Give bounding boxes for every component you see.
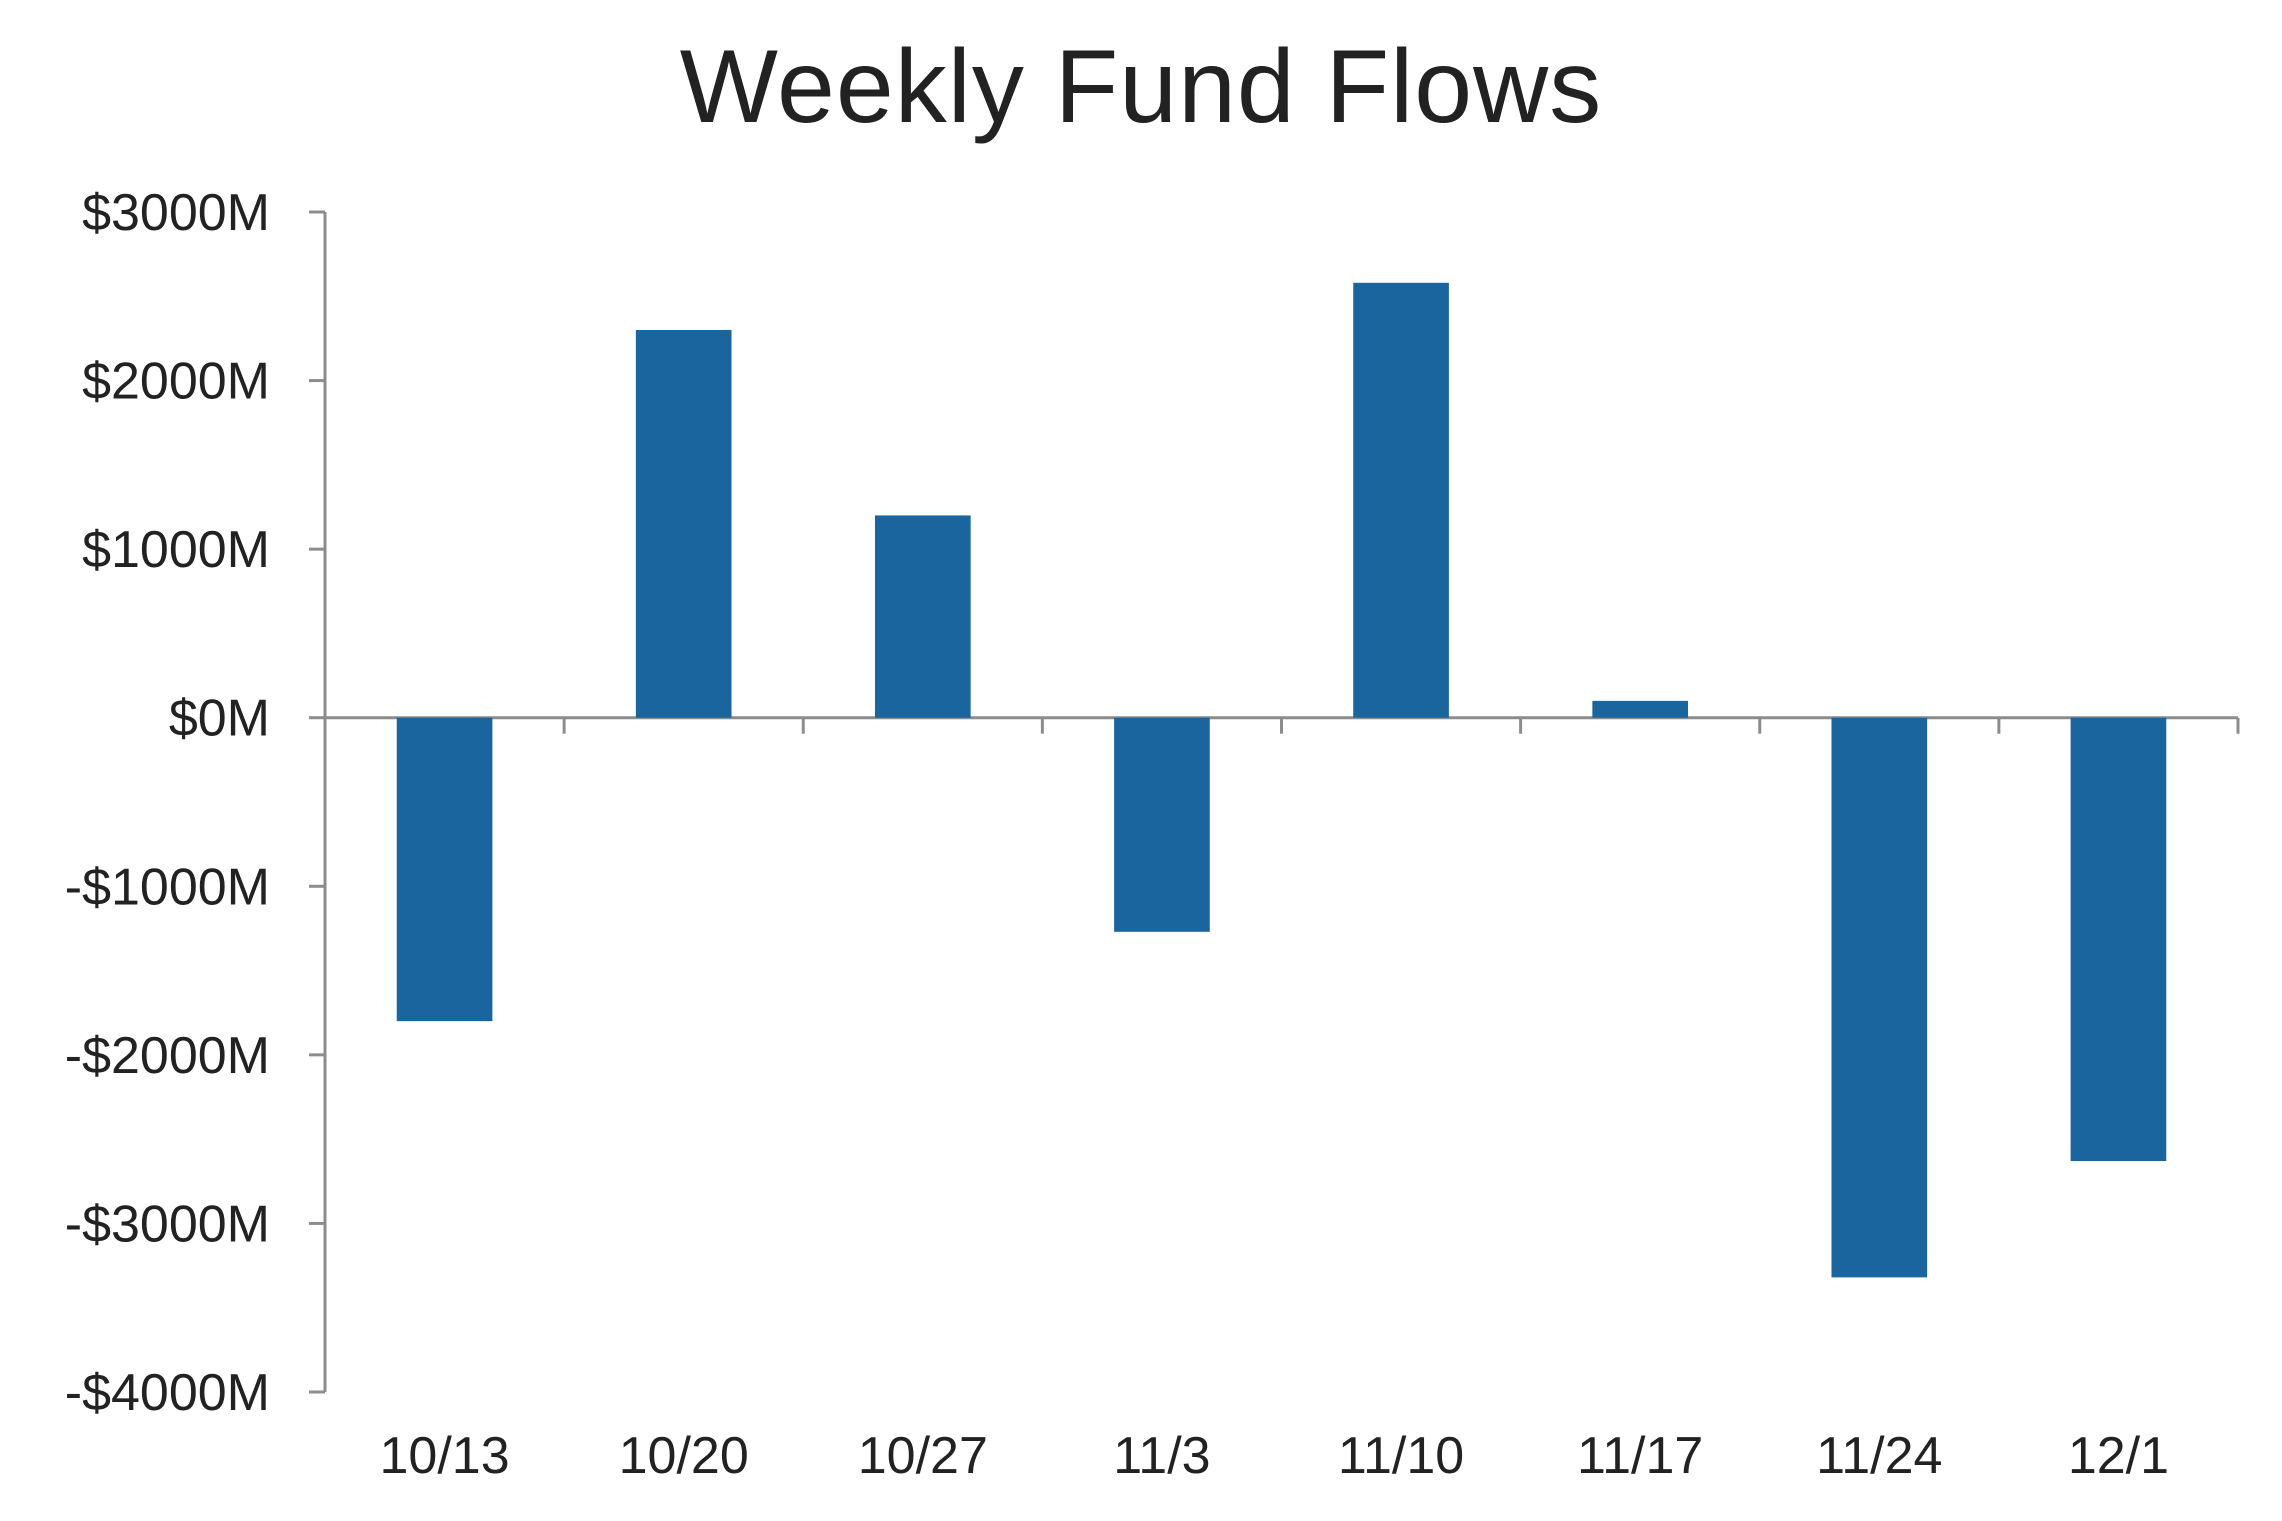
bar-12-1: [2070, 717, 2167, 1162]
x-tick-label: 11/10: [1338, 1427, 1464, 1485]
bars: [396, 282, 2167, 1278]
labels: $3000M $2000M $1000M $0M -$1000M -$2000M -$300…: [65, 184, 2169, 1485]
bar-11-17: [1592, 700, 1689, 718]
bar-10-20: [635, 330, 732, 718]
y-tick-label: $2000M: [82, 353, 270, 411]
chart-title: Weekly Fund Flows: [679, 29, 1603, 145]
axes: [309, 210, 2240, 1394]
x-tick-label: 11/24: [1816, 1427, 1942, 1485]
bar-11-3: [1114, 717, 1210, 932]
y-tick-label: -$3000M: [65, 1195, 270, 1253]
x-tick-label: 11/3: [1113, 1427, 1210, 1485]
y-tick-label: $3000M: [82, 184, 270, 242]
x-tick-label: 10/27: [858, 1427, 988, 1485]
x-tick-label: 10/13: [379, 1427, 509, 1485]
y-tick-label: -$2000M: [65, 1027, 270, 1085]
bar-11-24: [1831, 717, 1928, 1278]
x-tick-label: 10/20: [619, 1427, 749, 1485]
x-tick-label: 11/17: [1577, 1427, 1703, 1485]
y-tick-label: $0M: [169, 690, 270, 748]
bar-10-27: [874, 515, 971, 718]
bar-10-13: [396, 717, 493, 1022]
x-tick-label: 12/1: [2068, 1427, 2169, 1485]
y-tick-label: -$1000M: [65, 858, 270, 916]
bar-11-10: [1353, 282, 1449, 718]
y-tick-label: $1000M: [82, 521, 270, 579]
y-tick-label: -$4000M: [65, 1364, 270, 1422]
